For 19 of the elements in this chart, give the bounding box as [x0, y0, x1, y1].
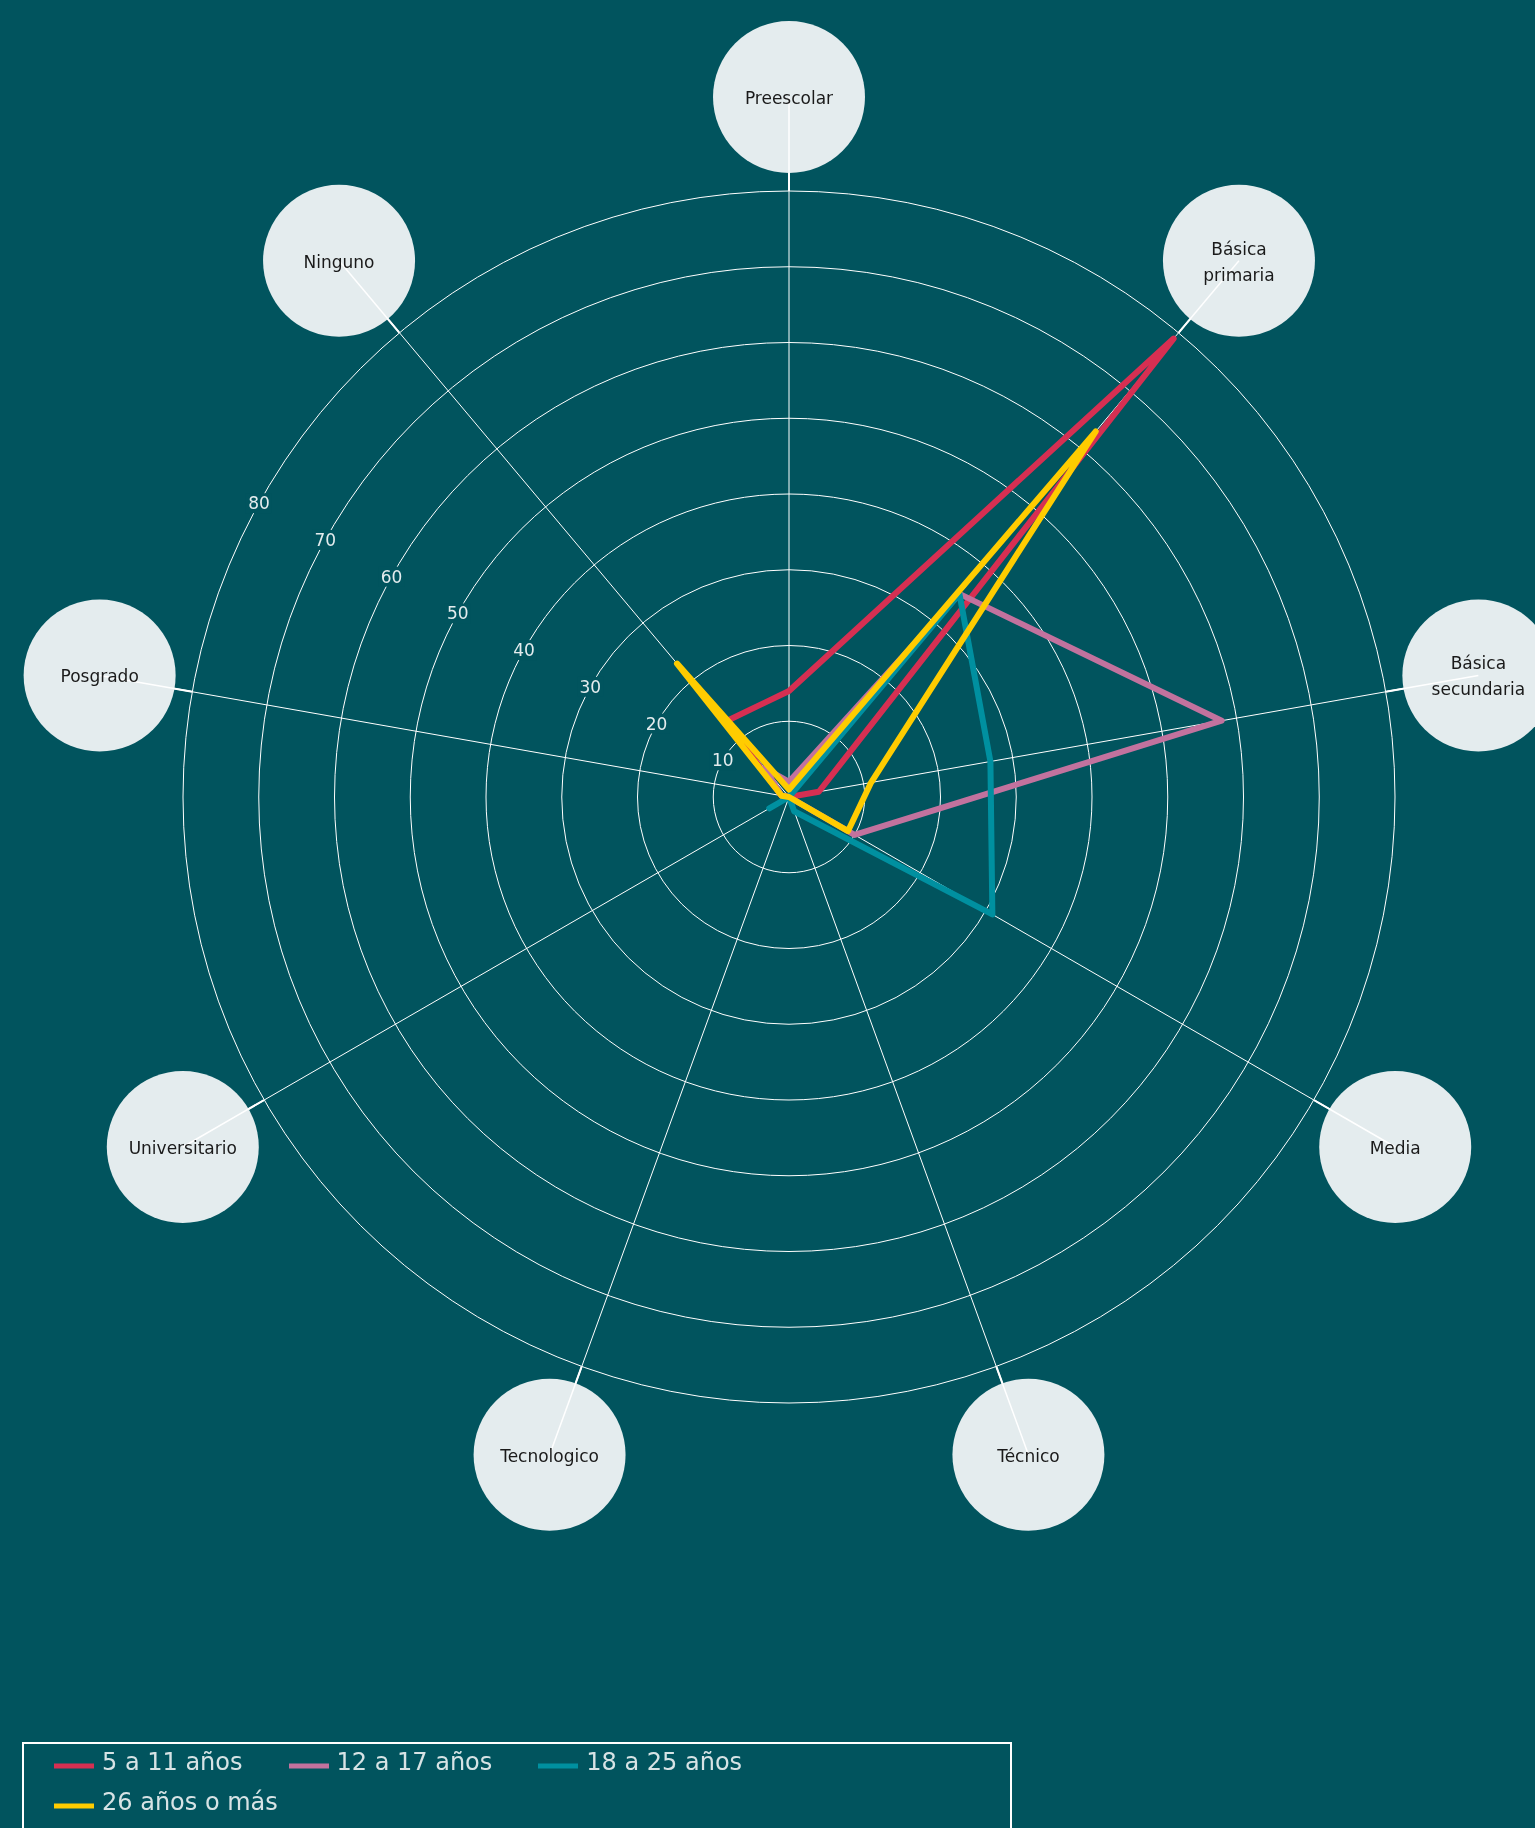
y-tick-label: 40 [513, 640, 535, 661]
y-tick-label: 50 [446, 603, 469, 624]
spoke-label: Preescolar [744, 88, 834, 108]
spoke-label: Media [1369, 1138, 1421, 1158]
spoke-label: Técnico [996, 1445, 1060, 1466]
spoke-label: Tecnologico [499, 1445, 600, 1466]
y-tick-label: 30 [579, 676, 602, 697]
spoke-label: Ninguno [303, 251, 375, 272]
legend-label: 26 años o más [102, 1787, 278, 1816]
spoke-label: Básica primaria [1203, 238, 1275, 285]
legend-label: 18 a 25 años [586, 1747, 743, 1776]
y-tick-label: 10 [711, 750, 734, 771]
y-tick-label: 80 [248, 493, 270, 514]
spoke-label: Universitario [128, 1138, 237, 1158]
legend-label: 12 a 17 años [336, 1747, 493, 1776]
y-tick-label: 20 [645, 713, 668, 734]
y-tick-label: 60 [380, 566, 403, 587]
y-tick-label: 70 [314, 529, 337, 550]
legend-label: 5 a 11 años [102, 1747, 243, 1776]
